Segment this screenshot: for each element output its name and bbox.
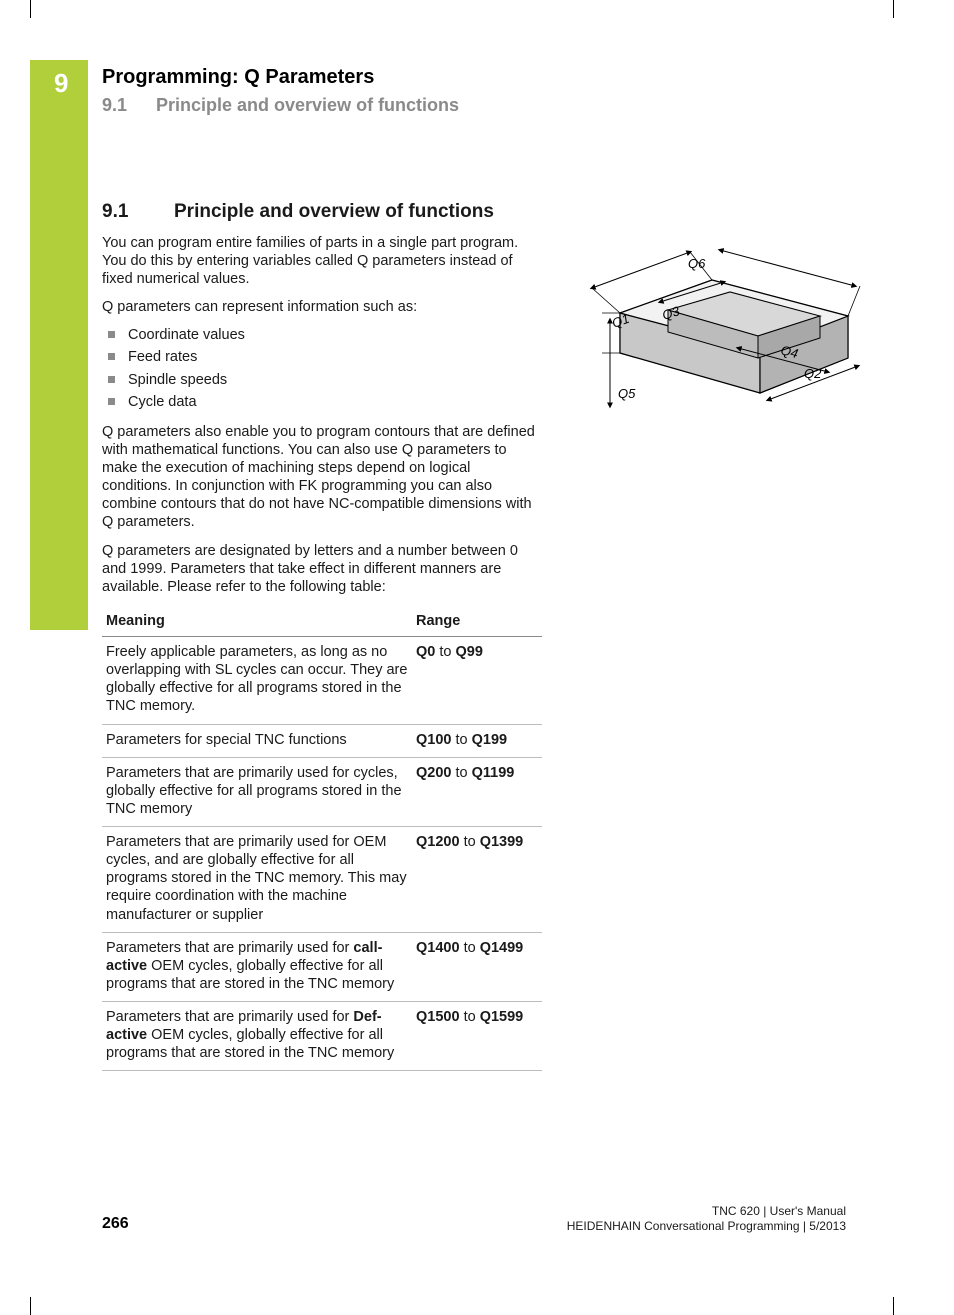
fig-label-q6: Q6 bbox=[688, 256, 706, 271]
cell-range: Q0 to Q99 bbox=[412, 637, 542, 725]
cell-meaning: Parameters for special TNC functions bbox=[102, 724, 412, 757]
list-item: Feed rates bbox=[108, 348, 542, 366]
section-title: Principle and overview of functions bbox=[174, 201, 494, 222]
page-number: 266 bbox=[102, 1215, 129, 1233]
page-header: Programming: Q Parameters 9.1Principle a… bbox=[102, 66, 459, 116]
cell-meaning: Freely applicable parameters, as long as… bbox=[102, 637, 412, 725]
cell-range: Q200 to Q1199 bbox=[412, 757, 542, 826]
cell-range: Q100 to Q199 bbox=[412, 724, 542, 757]
paragraph: Q parameters also enable you to program … bbox=[102, 423, 542, 532]
cell-meaning: Parameters that are primarily used for c… bbox=[102, 932, 412, 1001]
section-heading: 9.1Principle and overview of functions bbox=[102, 200, 542, 224]
col-range: Range bbox=[412, 606, 542, 637]
cell-range: Q1200 to Q1399 bbox=[412, 827, 542, 933]
header-section-title: Principle and overview of functions bbox=[156, 95, 459, 115]
list-item: Spindle speeds bbox=[108, 371, 542, 389]
header-section: 9.1Principle and overview of functions bbox=[102, 95, 459, 116]
paragraph: Q parameters can represent information s… bbox=[102, 298, 542, 316]
list-item: Coordinate values bbox=[108, 326, 542, 344]
chapter-number: 9 bbox=[54, 68, 68, 99]
chapter-tab bbox=[30, 60, 88, 630]
fig-label-q2: Q2 bbox=[804, 366, 822, 381]
cell-range: Q1400 to Q1499 bbox=[412, 932, 542, 1001]
fig-label-q5: Q5 bbox=[618, 386, 636, 401]
footer-line1: TNC 620 | User's Manual bbox=[567, 1204, 846, 1220]
cell-meaning: Parameters that are primarily used for O… bbox=[102, 827, 412, 933]
parameter-diagram: Q1 Q2 Q3 Q4 Q5 Q6 bbox=[560, 228, 870, 438]
body-content: 9.1Principle and overview of functions Y… bbox=[102, 200, 542, 1071]
list-item: Cycle data bbox=[108, 393, 542, 411]
table-row: Parameters that are primarily used for c… bbox=[102, 757, 542, 826]
table-row: Freely applicable parameters, as long as… bbox=[102, 637, 542, 725]
col-meaning: Meaning bbox=[102, 606, 412, 637]
section-num: 9.1 bbox=[102, 200, 174, 224]
chapter-title: Programming: Q Parameters bbox=[102, 66, 459, 89]
cell-range: Q1500 to Q1599 bbox=[412, 1002, 542, 1071]
parameter-table: Meaning Range Freely applicable paramete… bbox=[102, 606, 542, 1072]
table-row: Parameters that are primarily used for c… bbox=[102, 932, 542, 1001]
table-row: Parameters for special TNC functions Q10… bbox=[102, 724, 542, 757]
header-section-num: 9.1 bbox=[102, 95, 156, 116]
footer-right: TNC 620 | User's Manual HEIDENHAIN Conve… bbox=[567, 1204, 846, 1235]
footer-line2: HEIDENHAIN Conversational Programming | … bbox=[567, 1219, 846, 1235]
table-row: Parameters that are primarily used for D… bbox=[102, 1002, 542, 1071]
cell-meaning: Parameters that are primarily used for D… bbox=[102, 1002, 412, 1071]
bullet-list: Coordinate values Feed rates Spindle spe… bbox=[108, 326, 542, 411]
table-row: Parameters that are primarily used for O… bbox=[102, 827, 542, 933]
paragraph: You can program entire families of parts… bbox=[102, 234, 542, 288]
paragraph: Q parameters are designated by letters a… bbox=[102, 542, 542, 596]
cell-meaning: Parameters that are primarily used for c… bbox=[102, 757, 412, 826]
